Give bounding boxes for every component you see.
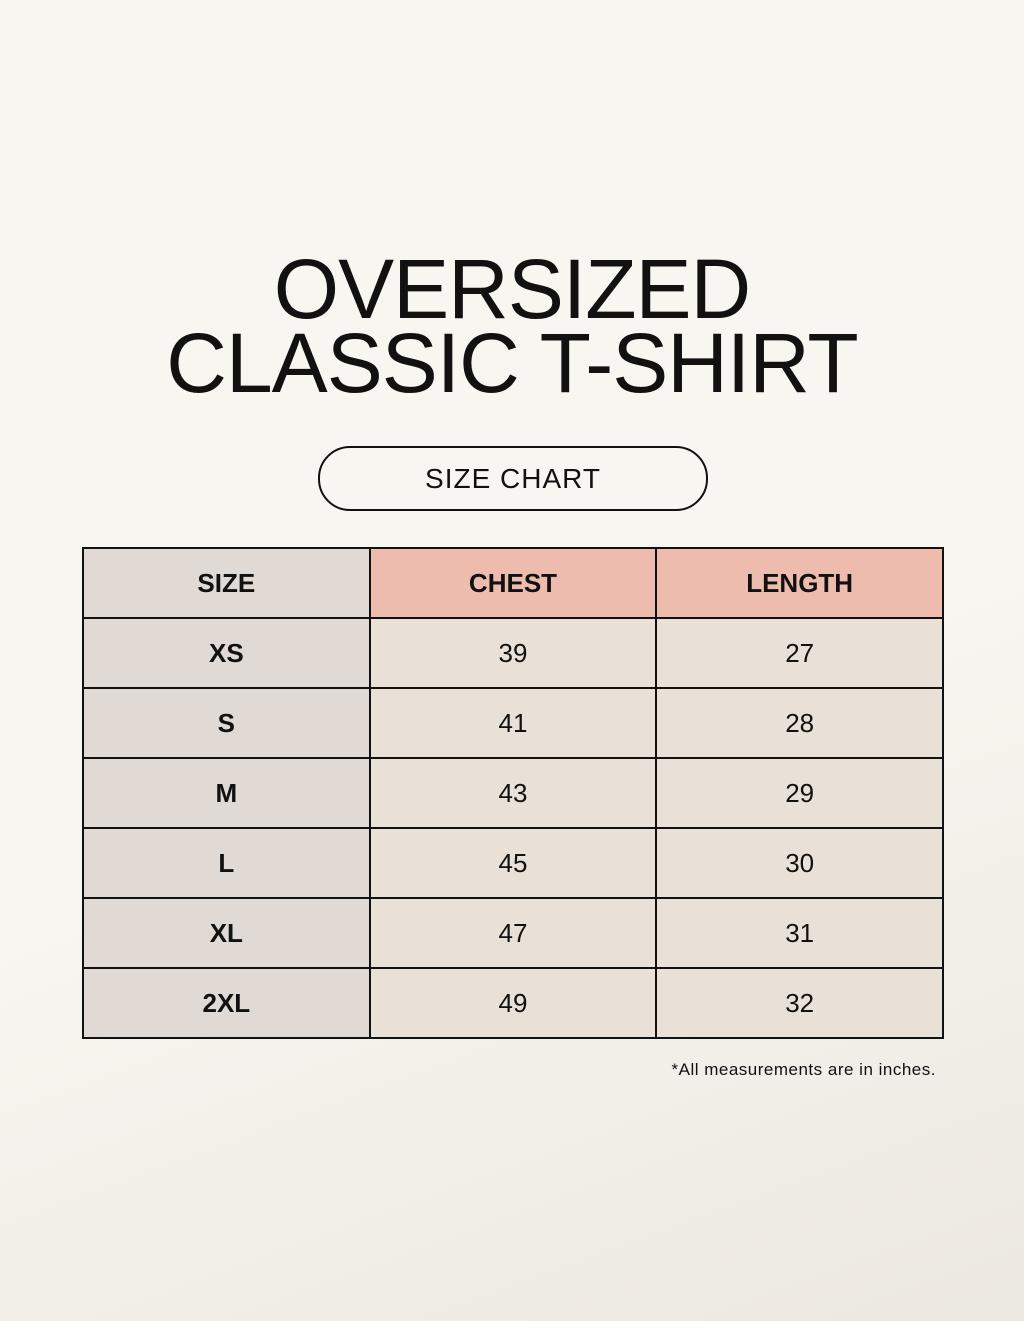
table-row: S 41 28 — [82, 687, 944, 759]
cell-length: 32 — [655, 967, 944, 1039]
header-length: LENGTH — [655, 547, 944, 619]
cell-size: M — [82, 757, 371, 829]
cell-length: 29 — [655, 757, 944, 829]
table-row: M 43 29 — [82, 757, 944, 829]
cell-chest: 39 — [368, 617, 658, 689]
header-size: SIZE — [82, 547, 371, 619]
cell-chest: 45 — [368, 827, 658, 899]
cell-chest: 41 — [368, 687, 658, 759]
table-row: 2XL 49 32 — [82, 967, 944, 1039]
table-header-row: SIZE CHEST LENGTH — [82, 547, 944, 619]
cell-length: 31 — [655, 897, 944, 969]
table-row: XS 39 27 — [82, 617, 944, 689]
cell-chest: 47 — [368, 897, 658, 969]
measurement-note: *All measurements are in inches. — [671, 1060, 936, 1079]
table-row: L 45 30 — [82, 827, 944, 899]
cell-size: 2XL — [82, 967, 371, 1039]
size-table: SIZE CHEST LENGTH XS 39 27 S 41 28 M 43 29 L 45 30 X… — [82, 547, 944, 1039]
title-line-2: CLASSIC T-SHIRT — [166, 316, 858, 410]
cell-size: S — [82, 687, 371, 759]
header-chest: CHEST — [368, 547, 658, 619]
cell-length: 27 — [655, 617, 944, 689]
size-chart-badge: SIZE CHART — [318, 446, 708, 511]
table-row: XL 47 31 — [82, 897, 944, 969]
cell-length: 30 — [655, 827, 944, 899]
cell-length: 28 — [655, 687, 944, 759]
cell-chest: 49 — [368, 967, 658, 1039]
page-title: OVERSIZED CLASSIC T-SHIRT — [0, 242, 1024, 410]
title-line-1: OVERSIZED — [273, 242, 751, 336]
cell-size: XS — [82, 617, 371, 689]
cell-size: L — [82, 827, 371, 899]
cell-size: XL — [82, 897, 371, 969]
cell-chest: 43 — [368, 757, 658, 829]
